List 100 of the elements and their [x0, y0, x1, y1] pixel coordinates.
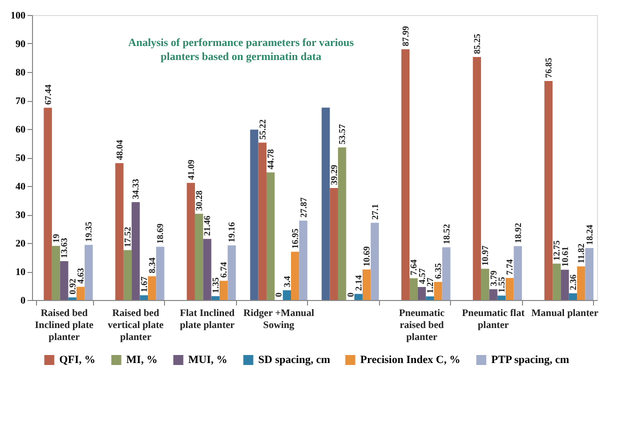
bar [123, 250, 132, 300]
bar [552, 264, 561, 300]
data-label: 85.25 [472, 33, 482, 54]
bar [140, 295, 148, 300]
data-label: 27.87 [298, 196, 308, 218]
bar [322, 108, 330, 300]
bar [44, 108, 52, 300]
bar [434, 282, 442, 300]
y-tick-label: 20 [16, 238, 26, 250]
bar [497, 296, 506, 300]
bar [330, 188, 338, 300]
data-label: 1.35 [210, 276, 220, 294]
data-label: 4.63 [76, 268, 86, 284]
bar [60, 261, 68, 300]
data-label: 8.34 [147, 256, 158, 274]
y-tick-label: 0 [20, 296, 26, 306]
legend-label: QFI, % [59, 354, 96, 366]
data-label: 7.64 [408, 258, 419, 276]
bar [560, 270, 569, 300]
data-label: 48.04 [114, 139, 124, 160]
bar [299, 220, 308, 300]
data-label: 10.61 [560, 246, 570, 267]
legend-label: Precision Index C, % [360, 354, 460, 366]
bar [410, 278, 418, 300]
bar [258, 142, 266, 300]
bar [568, 293, 578, 300]
y-tick-label: 100 [10, 10, 26, 22]
bar [291, 252, 300, 300]
data-label: 3.4 [282, 276, 292, 288]
bar [132, 202, 140, 300]
data-label: 1.67 [138, 276, 149, 292]
data-label: 19 [51, 233, 62, 243]
bar [577, 266, 586, 300]
legend-label: PTP spacing, cm [491, 354, 570, 366]
bar [472, 57, 482, 300]
data-label: 19.16 [226, 222, 237, 242]
bar [68, 297, 76, 300]
data-label: 17.52 [122, 226, 133, 248]
data-label: 4.57 [416, 268, 427, 284]
x-tick-label: Ridger +Manual Sowing [243, 308, 314, 331]
y-tick-label: 50 [16, 153, 26, 164]
bar [418, 286, 426, 300]
y-tick-label: 90 [16, 39, 26, 50]
y-tick-label: 40 [16, 182, 26, 192]
data-label: 10.69 [362, 246, 372, 267]
x-tick-label: Pneumatic raised bed planter [399, 308, 446, 343]
data-label: 0.92 [67, 278, 78, 294]
data-label: 18.24 [584, 224, 594, 246]
data-label: 30.28 [194, 190, 204, 211]
data-label: 34.33 [130, 178, 141, 200]
bar [76, 286, 85, 300]
bar [250, 130, 258, 300]
bar [514, 246, 522, 300]
data-label: 12.75 [552, 240, 562, 261]
data-label: 1.27 [424, 277, 435, 294]
x-tick-label: Pneumatic flat planter [462, 308, 526, 331]
x-tick-label: Manual planter [531, 308, 599, 319]
bar [115, 163, 124, 300]
data-label: 11.82 [576, 243, 586, 264]
x-tick-label: Raised bed Inclined plate planter [34, 308, 94, 343]
data-label: 6.35 [433, 262, 444, 279]
data-label: 27.1 [370, 204, 380, 220]
data-label: 7.74 [504, 258, 515, 275]
data-label: 18.92 [512, 222, 523, 244]
bar [84, 244, 93, 300]
data-label: 41.09 [186, 159, 196, 180]
legend-label: MI, % [126, 354, 158, 366]
data-label: 19.35 [84, 221, 94, 242]
bar [219, 280, 228, 300]
legend-label: SD spacing, cm [258, 354, 330, 366]
y-tick-label: 30 [16, 210, 26, 221]
bar [186, 182, 195, 300]
data-label: 0 [274, 292, 284, 297]
x-tick-label: Flat Inclined plate planter [180, 308, 236, 331]
data-label: 1.55 [496, 276, 506, 293]
bar [203, 238, 212, 300]
x-tick-label: Raised bed vertical plate planter [108, 308, 164, 343]
data-label: 67.44 [42, 84, 53, 105]
bar [194, 214, 204, 300]
bar [266, 172, 275, 300]
y-tick-label: 60 [16, 124, 26, 136]
bar [354, 294, 363, 300]
bar [228, 245, 236, 300]
bar [426, 296, 434, 300]
bar [148, 276, 156, 300]
y-tick-label: 10 [16, 267, 26, 278]
data-label: 44.78 [266, 148, 276, 170]
data-label: 2.36 [568, 274, 578, 290]
bar [211, 296, 220, 300]
bar [338, 147, 346, 300]
data-label: 10.97 [480, 244, 490, 266]
data-label: 0 [345, 292, 356, 297]
y-tick-label: 70 [16, 96, 26, 107]
bar [401, 49, 410, 300]
bar [506, 278, 514, 300]
data-label: 2.14 [353, 274, 364, 291]
data-label: 3.79 [488, 270, 498, 286]
bar [489, 289, 498, 300]
bar [442, 247, 450, 300]
data-label: 55.22 [257, 118, 268, 140]
